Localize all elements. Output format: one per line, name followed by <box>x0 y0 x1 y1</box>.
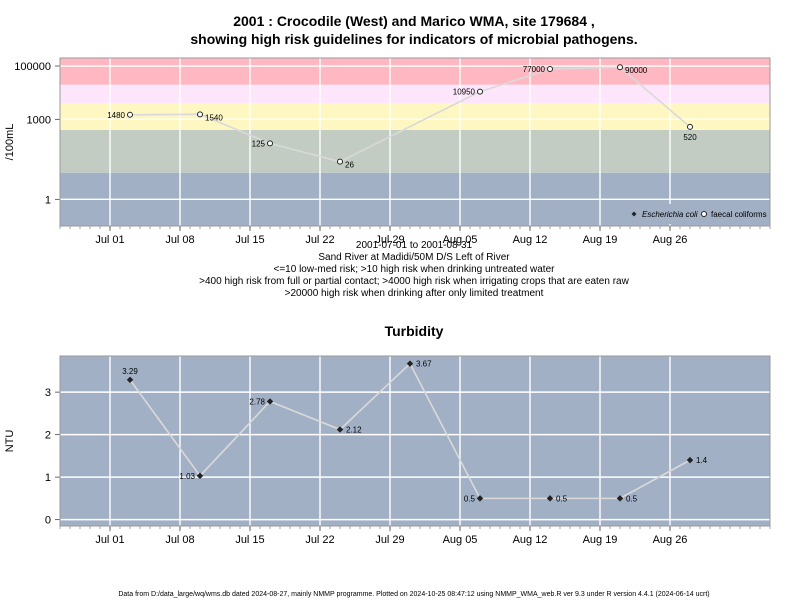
data-point <box>406 360 414 367</box>
x-tick-label: Aug 26 <box>653 234 688 246</box>
plot-frame <box>59 355 771 527</box>
x-tick-label: Jul 01 <box>95 234 124 246</box>
data-label: 77000 <box>523 65 546 74</box>
risk-band <box>60 129 770 173</box>
x-tick-label: Jul 15 <box>235 234 264 246</box>
series-line <box>129 66 691 163</box>
caption-date-range: 2001-07-01 to 2001-08-31 <box>356 240 473 251</box>
caption-guideline-3: >20000 high risk when drinking after onl… <box>285 288 544 299</box>
x-tick-label: Jul 15 <box>235 534 264 546</box>
data-label: 3.29 <box>122 367 138 376</box>
y-tick-label: 1000 <box>27 114 51 126</box>
footer-note: Data from D:/data_large/wq/wms.db dated … <box>118 591 709 598</box>
data-label: 90000 <box>625 66 648 75</box>
x-tick-label: Aug 26 <box>653 534 688 546</box>
data-label: 26 <box>345 161 354 170</box>
microbial-chart: 2001 : Crocodile (West) and Marico WMA, … <box>4 13 771 299</box>
turbidity-title: Turbidity <box>385 323 444 339</box>
y-axis-label: NTU <box>4 430 16 453</box>
legend-box <box>628 204 768 224</box>
x-tick-label: Aug 12 <box>513 234 548 246</box>
grid-lines <box>60 58 770 226</box>
data-label: 125 <box>252 139 266 148</box>
data-label: 2.12 <box>346 426 362 435</box>
turbidity-series: 3.29 1.03 2.78 2.12 3.67 0.5 0.5 0.5 1.4 <box>122 360 707 504</box>
data-label: 2.78 <box>249 397 265 406</box>
x-tick-label: Jul 08 <box>165 234 194 246</box>
y-tick-label: 100000 <box>14 61 51 73</box>
data-point <box>617 64 623 71</box>
x-tick-label: Jul 08 <box>165 534 194 546</box>
data-point <box>616 495 624 502</box>
y-tick-label: 3 <box>45 387 51 399</box>
data-point <box>196 472 204 480</box>
data-point <box>127 111 133 118</box>
legend-marker-ecoli <box>631 211 637 217</box>
data-point <box>126 376 134 383</box>
data-point <box>477 88 483 95</box>
data-label: 520 <box>683 133 697 142</box>
x-tick-label: Jul 22 <box>305 534 334 546</box>
x-tick-label: Aug 05 <box>443 234 478 246</box>
x-tick-label: Jul 01 <box>95 534 124 546</box>
x-tick-label: Aug 05 <box>443 534 478 546</box>
data-point <box>267 140 273 147</box>
x-tick-label: Aug 19 <box>583 234 618 246</box>
data-point <box>546 495 554 502</box>
data-point <box>476 495 484 502</box>
legend: Escherichia coli faecal coliforms <box>628 204 768 224</box>
y-tick-label: 1 <box>45 194 51 206</box>
caption-site: Sand River at Madidi/50M D/S Left of Riv… <box>318 252 510 263</box>
legend-entry-faecal: faecal coliforms <box>711 210 767 219</box>
data-label: 0.5 <box>464 494 476 503</box>
turbidity-chart: Turbidity Jul 01 Jul 08 Jul 15 Jul 22 Jul 29… <box>4 323 771 546</box>
data-label: 0.5 <box>556 494 568 503</box>
chart-title-line-1: 2001 : Crocodile (West) and Marico WMA, … <box>233 13 595 29</box>
risk-band <box>60 58 770 85</box>
x-tick-label: Jul 29 <box>375 534 404 546</box>
data-label: 1540 <box>205 113 223 122</box>
legend-entry-ecoli: Escherichia coli <box>642 210 698 219</box>
plot-background <box>60 356 770 526</box>
faecal-coliform-series: 1480 1540 125 26 10950 77000 90000 520 <box>107 64 697 170</box>
y-tick-label: 2 <box>45 430 51 442</box>
y-axis-label: /100mL <box>4 124 16 161</box>
data-point <box>197 111 203 118</box>
data-label: 10950 <box>453 88 476 97</box>
caption-guideline-1: <=10 low-med risk; >10 high risk when dr… <box>274 264 556 275</box>
chart-title-line-2: showing high risk guidelines for indicat… <box>190 31 637 47</box>
grid-lines <box>60 356 770 526</box>
caption-guideline-2: >400 high risk from full or partial cont… <box>199 276 629 287</box>
data-label: 3.67 <box>416 360 432 369</box>
data-point <box>336 426 344 433</box>
y-tick-label: 1 <box>45 472 51 484</box>
x-tick-label: Jul 29 <box>375 234 404 246</box>
x-tick-label: Aug 12 <box>513 534 548 546</box>
y-tick-label: 0 <box>45 515 51 527</box>
data-point <box>687 123 693 130</box>
data-label: 1.4 <box>696 456 708 465</box>
data-label: 1480 <box>107 111 125 120</box>
data-point <box>686 456 694 464</box>
data-point <box>337 158 343 165</box>
risk-band <box>60 103 770 130</box>
legend-marker-faecal <box>701 211 707 217</box>
data-point <box>266 398 274 405</box>
data-label: 0.5 <box>626 494 638 503</box>
data-label: 1.03 <box>179 472 195 481</box>
x-tick-label: Aug 19 <box>583 534 618 546</box>
risk-bands <box>60 58 770 226</box>
plot-frame <box>59 57 771 227</box>
risk-band <box>60 84 770 104</box>
data-point <box>547 66 553 73</box>
x-tick-label: Jul 22 <box>305 234 334 246</box>
